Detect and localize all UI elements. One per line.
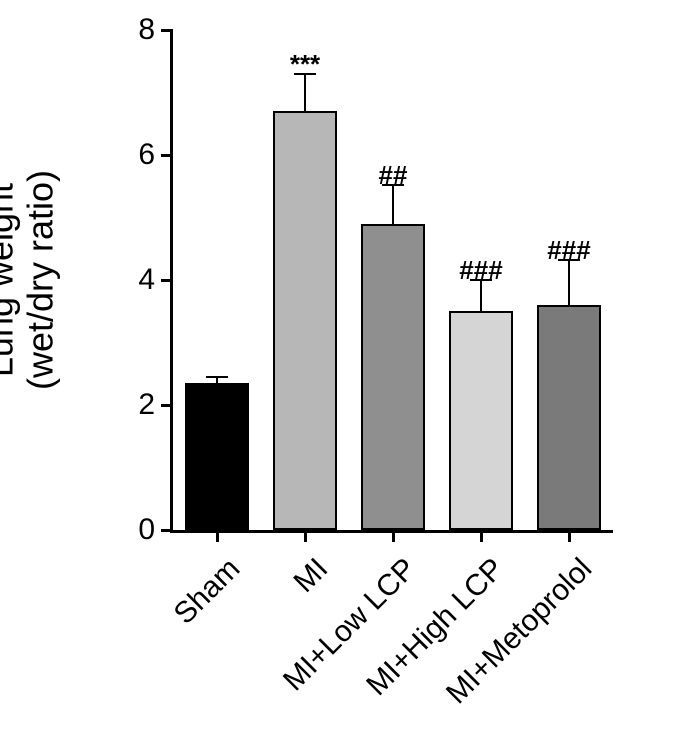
y-axis-label-line1: Lung weight bbox=[0, 183, 20, 377]
chart-container: Lung weight (wet/dry ratio) 02468Sham***… bbox=[0, 0, 685, 750]
y-tick bbox=[161, 154, 173, 157]
x-tick-label: Sham bbox=[168, 552, 247, 631]
bar bbox=[273, 111, 336, 530]
bar bbox=[185, 383, 248, 530]
x-tick-label: MI bbox=[287, 552, 335, 600]
significance-label: ### bbox=[459, 255, 502, 286]
y-axis-label-line2: (wet/dry ratio) bbox=[19, 170, 60, 390]
significance-label: ### bbox=[547, 235, 590, 266]
x-tick bbox=[480, 530, 483, 542]
y-tick-label: 2 bbox=[138, 388, 155, 422]
bar bbox=[449, 311, 512, 530]
significance-label: ## bbox=[379, 160, 408, 191]
significance-label: *** bbox=[290, 49, 320, 80]
y-tick-label: 0 bbox=[138, 513, 155, 547]
error-bar bbox=[568, 260, 570, 305]
x-tick bbox=[568, 530, 571, 542]
x-tick bbox=[304, 530, 307, 542]
y-tick bbox=[161, 29, 173, 32]
plot-area: 02468Sham***MI##MI+Low LCP###MI+High LCP… bbox=[170, 30, 613, 533]
bar bbox=[361, 224, 424, 530]
bar bbox=[537, 305, 600, 530]
y-tick-label: 8 bbox=[138, 13, 155, 47]
y-tick bbox=[161, 404, 173, 407]
y-tick bbox=[161, 529, 173, 532]
y-tick bbox=[161, 279, 173, 282]
x-tick bbox=[216, 530, 219, 542]
y-axis-label: Lung weight (wet/dry ratio) bbox=[0, 170, 60, 390]
error-cap bbox=[206, 376, 228, 378]
y-tick-label: 4 bbox=[138, 263, 155, 297]
y-tick-label: 6 bbox=[138, 138, 155, 172]
x-tick bbox=[392, 530, 395, 542]
